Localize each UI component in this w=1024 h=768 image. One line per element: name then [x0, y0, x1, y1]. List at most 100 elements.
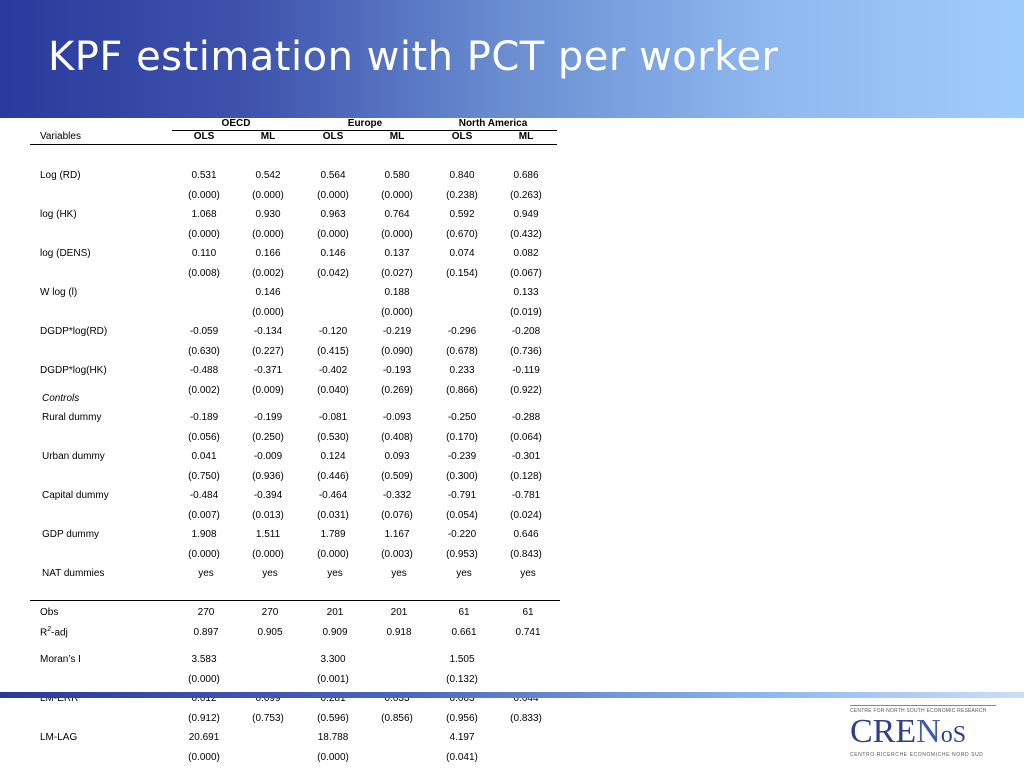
coef-cell: 0.166: [255, 248, 281, 259]
group-header: OECD: [221, 118, 251, 129]
obs-cell: 61: [458, 607, 470, 618]
pvalue-cell: (0.936): [252, 470, 284, 482]
pvalue-cell: (0.000): [252, 548, 284, 560]
variables-header: Variables: [40, 131, 81, 142]
coef-cell: 0.930: [255, 209, 281, 220]
coef-cell: 0.580: [384, 170, 410, 181]
obs-cell: 201: [390, 607, 408, 618]
logo-rule-top: [850, 705, 996, 706]
coef-cell: -0.301: [511, 451, 541, 462]
method-header: ML: [389, 131, 405, 142]
pvalue-cell: (0.263): [510, 189, 542, 201]
row-label: Moran’s I: [40, 654, 81, 665]
coef-cell: -0.239: [447, 451, 477, 462]
row-label: R2-adj: [40, 626, 68, 638]
pvalue-cell: (0.132): [446, 673, 478, 685]
r2-cell: 0.661: [451, 627, 477, 638]
pvalue-cell: (0.064): [510, 431, 542, 443]
coef-cell: 0.044: [513, 693, 539, 704]
coef-cell: -0.189: [189, 412, 219, 423]
pvalue-cell: (0.001): [317, 673, 349, 685]
pvalue-cell: (0.019): [510, 306, 542, 318]
row-label: log (DENS): [40, 248, 91, 259]
pvalue-cell: (0.670): [446, 228, 478, 240]
slide-title: KPF estimation with PCT per worker: [48, 34, 779, 80]
nat-cell: yes: [198, 568, 214, 579]
row-label: log (HK): [40, 209, 77, 220]
coef-cell: -0.288: [511, 412, 541, 423]
pvalue-cell: (0.128): [510, 470, 542, 482]
pvalue-cell: (0.238): [446, 189, 478, 201]
pvalue-cell: (0.054): [446, 509, 478, 521]
r2-base: R: [40, 627, 48, 639]
coef-cell: 0.949: [513, 209, 539, 220]
row-label: LM-ERR: [40, 693, 79, 704]
coef-cell: -0.296: [447, 326, 477, 337]
pvalue-cell: (0.956): [446, 712, 478, 724]
coef-cell: 1.908: [191, 529, 217, 540]
method-header: ML: [260, 131, 276, 142]
method-header: OLS: [193, 131, 215, 142]
coef-cell: 0.233: [449, 365, 475, 376]
coef-cell: -0.119: [512, 365, 540, 376]
coef-cell: -0.193: [382, 365, 412, 376]
pvalue-cell: (0.000): [188, 548, 220, 560]
coef-cell: -0.081: [318, 412, 348, 423]
pvalue-cell: (0.415): [317, 345, 349, 357]
pvalue-cell: (0.300): [446, 470, 478, 482]
group-header: Europe: [347, 118, 383, 129]
pvalue-cell: (0.170): [446, 431, 478, 443]
pvalue-cell: (0.000): [188, 228, 220, 240]
obs-cell: 201: [326, 607, 344, 618]
coef-cell: 0.082: [513, 248, 539, 259]
row-label: NAT dummies: [42, 568, 105, 579]
pvalue-cell: (0.002): [252, 267, 284, 279]
coef-cell: 0.564: [320, 170, 346, 181]
coef-cell: 0.188: [384, 287, 410, 298]
coef-cell: 1.068: [191, 209, 217, 220]
pvalue-cell: (0.000): [317, 548, 349, 560]
r2-rest: -adj: [51, 627, 68, 639]
pvalue-cell: (0.953): [446, 548, 478, 560]
coef-cell: 0.646: [513, 529, 539, 540]
row-label: Urban dummy: [42, 451, 105, 462]
coef-cell: -0.250: [447, 412, 477, 423]
coef-cell: 0.531: [191, 170, 217, 181]
pvalue-cell: (0.000): [188, 189, 220, 201]
pvalue-cell: (0.027): [381, 267, 413, 279]
pvalue-cell: (0.432): [510, 228, 542, 240]
bottom-rule: [30, 600, 560, 601]
header-rule: [30, 144, 557, 145]
pvalue-cell: (0.000): [381, 228, 413, 240]
coef-cell: 1.505: [449, 654, 475, 665]
coef-cell: 0.137: [384, 248, 410, 259]
coef-cell: 3.583: [191, 654, 217, 665]
coef-cell: -0.464: [318, 490, 348, 501]
group-header-rule: [172, 130, 557, 131]
pvalue-cell: (0.000): [317, 189, 349, 201]
coef-cell: 3.300: [320, 654, 346, 665]
coef-cell: 18.788: [317, 732, 349, 743]
pvalue-cell: (0.000): [188, 673, 220, 685]
r2-cell: 0.905: [257, 627, 283, 638]
coef-cell: 0.124: [320, 451, 346, 462]
r2-sup: 2: [47, 626, 52, 633]
logo-top-band: CENTRE FOR NORTH SOUTH ECONOMIC RESEARCH: [848, 704, 998, 718]
logo-mark-b: N: [916, 713, 941, 750]
nat-cell: yes: [456, 568, 472, 579]
pvalue-cell: (0.596): [317, 712, 349, 724]
coef-cell: -0.009: [253, 451, 283, 462]
footer-bar: [0, 692, 1024, 698]
coef-cell: 0.686: [513, 170, 539, 181]
row-label: Log (RD): [40, 170, 81, 181]
pvalue-cell: (0.013): [252, 509, 284, 521]
pvalue-cell: (0.008): [188, 267, 220, 279]
coef-cell: -0.402: [318, 365, 348, 376]
coef-cell: 20.691: [188, 732, 220, 743]
pvalue-cell: (0.630): [188, 345, 220, 357]
pvalue-cell: (0.843): [510, 548, 542, 560]
pvalue-cell: (0.003): [381, 548, 413, 560]
coef-cell: 0.840: [449, 170, 475, 181]
logo-bottom-text: CENTRO RICERCHE ECONOMICHE NORD SUD: [850, 752, 984, 758]
